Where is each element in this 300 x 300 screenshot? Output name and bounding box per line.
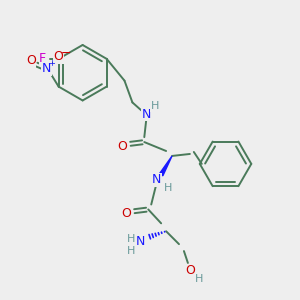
Text: H: H bbox=[127, 234, 136, 244]
Text: O: O bbox=[26, 54, 36, 67]
Text: O: O bbox=[185, 264, 195, 278]
Polygon shape bbox=[159, 156, 172, 176]
Text: F: F bbox=[39, 52, 46, 65]
Text: N: N bbox=[136, 235, 145, 248]
Text: O: O bbox=[54, 50, 64, 63]
Text: N: N bbox=[42, 62, 51, 75]
Text: H: H bbox=[195, 274, 203, 284]
Text: H: H bbox=[151, 101, 159, 111]
Text: N: N bbox=[142, 108, 151, 121]
Text: O: O bbox=[118, 140, 128, 152]
Text: O: O bbox=[122, 207, 131, 220]
Text: +: + bbox=[48, 59, 55, 68]
Text: H: H bbox=[127, 246, 136, 256]
Text: −: − bbox=[60, 47, 71, 60]
Text: H: H bbox=[164, 183, 172, 193]
Text: N: N bbox=[152, 173, 161, 186]
